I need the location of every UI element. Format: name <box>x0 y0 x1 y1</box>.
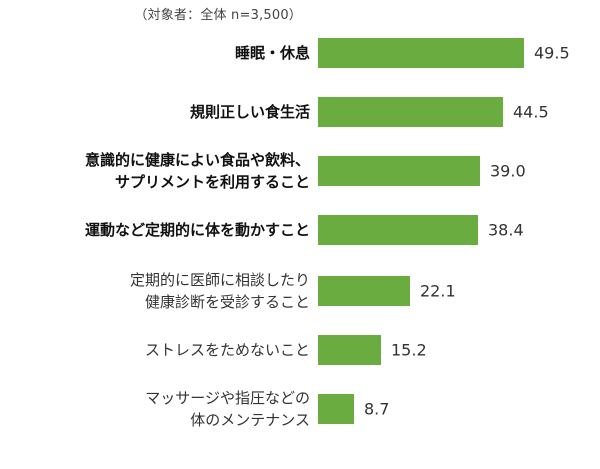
sample-size-note: （対象者：全体 n=3,500） <box>134 8 302 23</box>
bar-row: 意識的に健康によい食品や飲料、サプリメントを利用すること 39.0 <box>0 151 600 191</box>
category-label: 睡眠・休息 <box>235 42 310 64</box>
bar-row: 睡眠・休息 49.5 <box>0 38 600 68</box>
category-label-line: 意識的に健康によい食品や飲料、 <box>84 151 310 169</box>
category-label: 規則正しい食生活 <box>190 101 310 123</box>
category-label: ストレスをためないこと <box>145 339 310 361</box>
bar <box>318 276 410 306</box>
category-label-line: 規則正しい食生活 <box>189 103 310 121</box>
value-label: 39.0 <box>490 161 526 181</box>
bar-row: ストレスをためないこと 15.2 <box>0 335 600 365</box>
bar <box>318 38 524 68</box>
category-label: マッサージや指圧などの体のメンテナンス <box>145 387 310 431</box>
bar <box>318 215 478 245</box>
category-label-line: ストレスをためないこと <box>144 341 310 359</box>
value-label: 22.1 <box>420 281 456 301</box>
bar <box>318 394 354 424</box>
bar <box>318 335 381 365</box>
category-label-line: 定期的に医師に相談したり <box>129 271 310 289</box>
value-label: 15.2 <box>391 340 427 360</box>
bar-row: 定期的に医師に相談したり健康診断を受診すること 22.1 <box>0 271 600 311</box>
value-label: 44.5 <box>513 102 549 122</box>
value-label: 8.7 <box>364 399 390 419</box>
category-label-line: 体のメンテナンス <box>190 411 310 429</box>
bar <box>318 97 503 127</box>
bar-row: 運動など定期的に体を動かすこと 38.4 <box>0 215 600 245</box>
category-label-line: 運動など定期的に体を動かすこと <box>84 221 310 239</box>
bar-row: マッサージや指圧などの体のメンテナンス 8.7 <box>0 389 600 429</box>
value-label: 49.5 <box>534 43 570 63</box>
bar <box>318 156 480 186</box>
category-label-line: マッサージや指圧などの <box>145 389 310 407</box>
category-label: 定期的に医師に相談したり健康診断を受診すること <box>130 269 310 313</box>
category-label-line: 睡眠・休息 <box>234 44 310 62</box>
value-label: 38.4 <box>488 220 524 240</box>
category-label-line: サプリメントを利用すること <box>114 173 310 191</box>
category-label: 運動など定期的に体を動かすこと <box>85 219 310 241</box>
bar-row: 規則正しい食生活 44.5 <box>0 97 600 127</box>
category-label-line: 健康診断を受診すること <box>144 293 310 311</box>
category-label: 意識的に健康によい食品や飲料、サプリメントを利用すること <box>85 149 310 193</box>
